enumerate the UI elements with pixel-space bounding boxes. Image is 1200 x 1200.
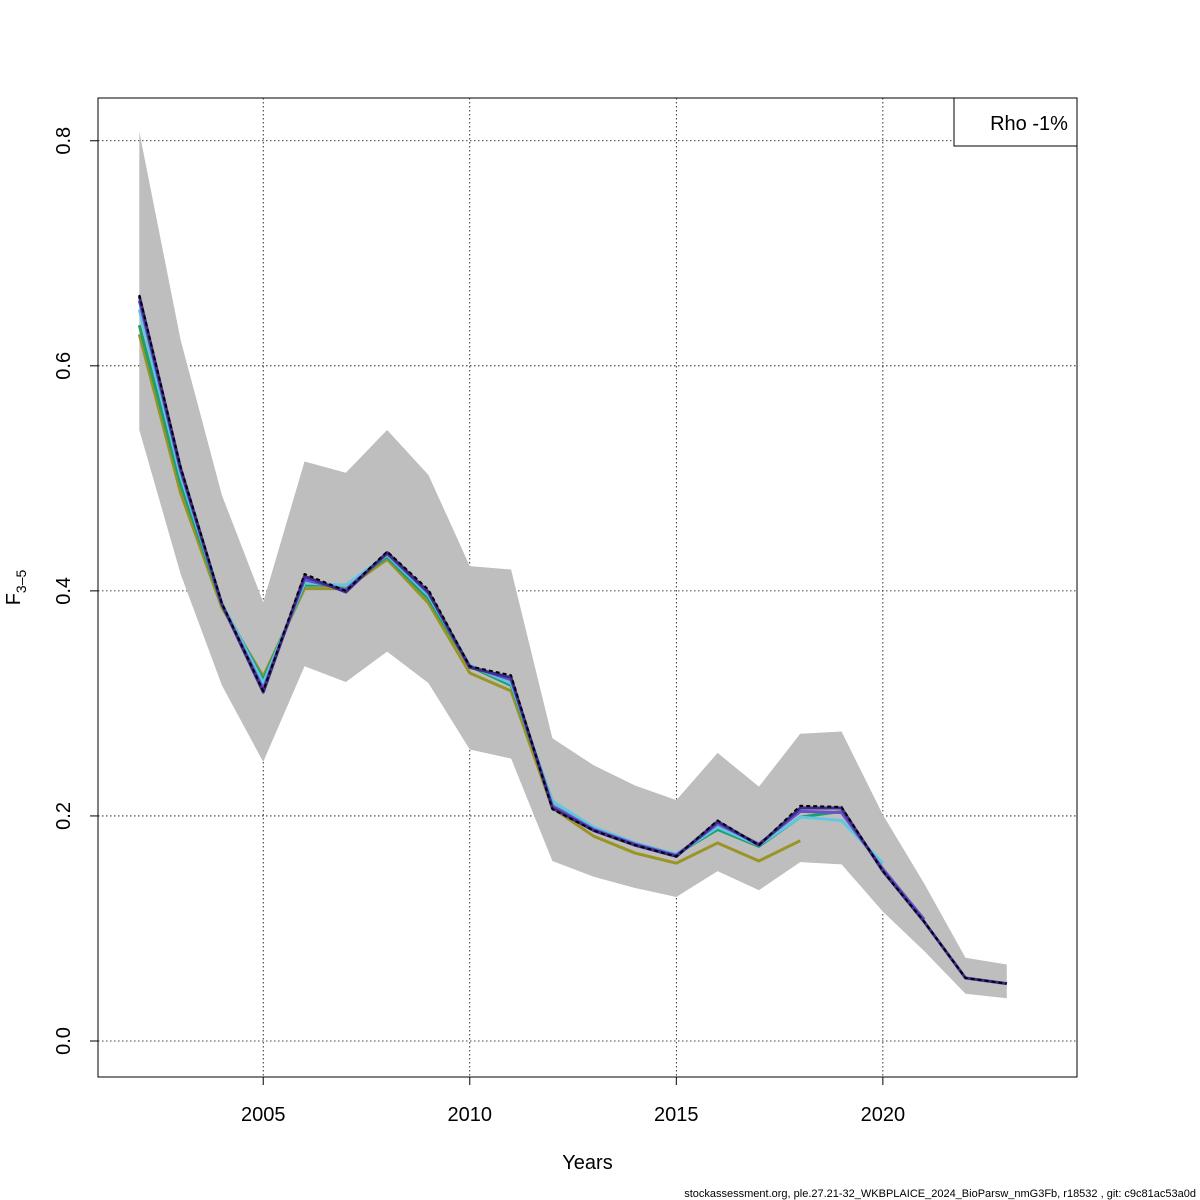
y-axis-title-main: F — [3, 593, 25, 605]
y-axis-title-subscript: 3–5 — [13, 569, 29, 593]
confidence-band — [139, 131, 1007, 999]
x-tick-label-2010: 2010 — [448, 1104, 493, 1126]
footer-credit: stockassessment.org, ple.27.21-32_WKBPLA… — [684, 1188, 1196, 1200]
axis-ticks: 2005 2010 2015 2020 0.0 0.2 0.4 0.6 0.8 — [53, 127, 905, 1126]
x-tick-label-2020: 2020 — [861, 1104, 906, 1126]
confidence-band-area — [139, 131, 1007, 999]
y-tick-label-4: 0.8 — [53, 127, 75, 155]
y-tick-label-0: 0.0 — [53, 1027, 75, 1055]
main-series-line — [138, 294, 1007, 985]
x-tick-label-2005: 2005 — [241, 1104, 286, 1126]
x-tick-label-2015: 2015 — [654, 1104, 699, 1126]
legend: Rho -1% — [953, 97, 1078, 147]
x-axis-title: Years — [562, 1152, 612, 1174]
y-axis-title: F3–5 — [3, 569, 29, 605]
y-tick-label-2: 0.4 — [53, 577, 75, 605]
y-tick-label-1: 0.2 — [53, 802, 75, 830]
plot-frame — [97, 97, 1078, 1078]
legend-text: Rho -1% — [990, 113, 1068, 135]
y-tick-label-3: 0.6 — [53, 352, 75, 380]
series-lines — [137, 294, 1007, 986]
legend-box — [953, 97, 1078, 147]
